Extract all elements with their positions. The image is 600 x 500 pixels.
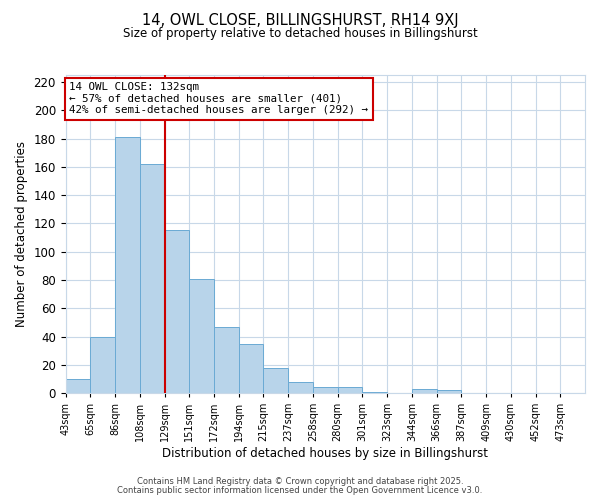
Bar <box>288 382 313 393</box>
Bar <box>263 368 288 393</box>
Y-axis label: Number of detached properties: Number of detached properties <box>15 141 28 327</box>
Bar <box>115 137 140 393</box>
Bar <box>437 390 461 393</box>
Text: 14, OWL CLOSE, BILLINGSHURST, RH14 9XJ: 14, OWL CLOSE, BILLINGSHURST, RH14 9XJ <box>142 12 458 28</box>
Bar <box>91 336 115 393</box>
Bar <box>313 388 338 393</box>
Bar <box>338 388 362 393</box>
Bar <box>164 230 190 393</box>
Bar <box>140 164 164 393</box>
Bar <box>65 379 91 393</box>
Text: Contains HM Land Registry data © Crown copyright and database right 2025.: Contains HM Land Registry data © Crown c… <box>137 477 463 486</box>
Bar <box>362 392 387 393</box>
Text: Size of property relative to detached houses in Billingshurst: Size of property relative to detached ho… <box>122 28 478 40</box>
Bar <box>214 326 239 393</box>
Text: Contains public sector information licensed under the Open Government Licence v3: Contains public sector information licen… <box>118 486 482 495</box>
Bar <box>239 344 263 393</box>
Bar <box>412 389 437 393</box>
X-axis label: Distribution of detached houses by size in Billingshurst: Distribution of detached houses by size … <box>163 447 488 460</box>
Bar <box>190 278 214 393</box>
Text: 14 OWL CLOSE: 132sqm
← 57% of detached houses are smaller (401)
42% of semi-deta: 14 OWL CLOSE: 132sqm ← 57% of detached h… <box>70 82 368 116</box>
